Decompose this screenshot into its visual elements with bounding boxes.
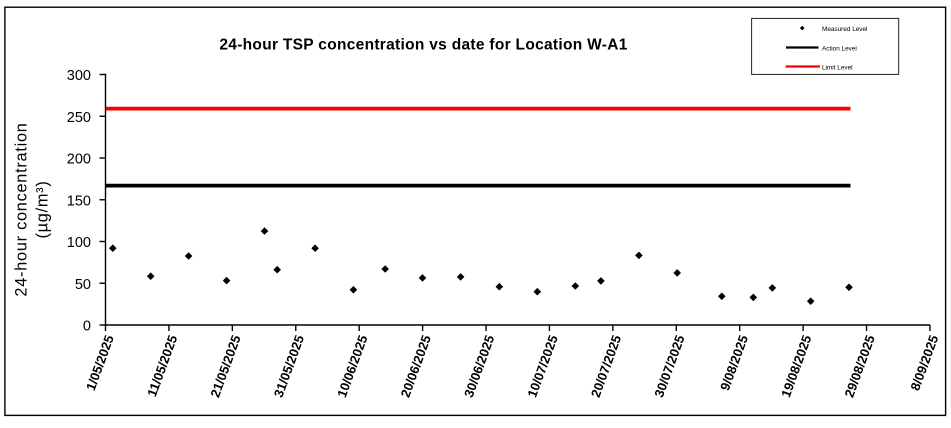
- svg-text:0: 0: [83, 319, 91, 335]
- svg-text:150: 150: [67, 193, 91, 209]
- svg-text:50: 50: [75, 277, 91, 293]
- svg-text:24-hour concentration: 24-hour concentration: [13, 122, 31, 296]
- svg-text:200: 200: [67, 152, 91, 168]
- svg-text:Measured Level: Measured Level: [822, 26, 867, 33]
- svg-text:300: 300: [67, 68, 91, 84]
- svg-text:250: 250: [67, 110, 91, 126]
- svg-text:Limit Level: Limit Level: [822, 65, 853, 72]
- svg-text:Action Level: Action Level: [822, 46, 857, 53]
- svg-text:24-hour TSP concentration vs d: 24-hour TSP concentration vs date for Lo…: [219, 37, 627, 54]
- svg-text:(µg/m³): (µg/m³): [34, 180, 52, 238]
- svg-text:100: 100: [67, 235, 91, 251]
